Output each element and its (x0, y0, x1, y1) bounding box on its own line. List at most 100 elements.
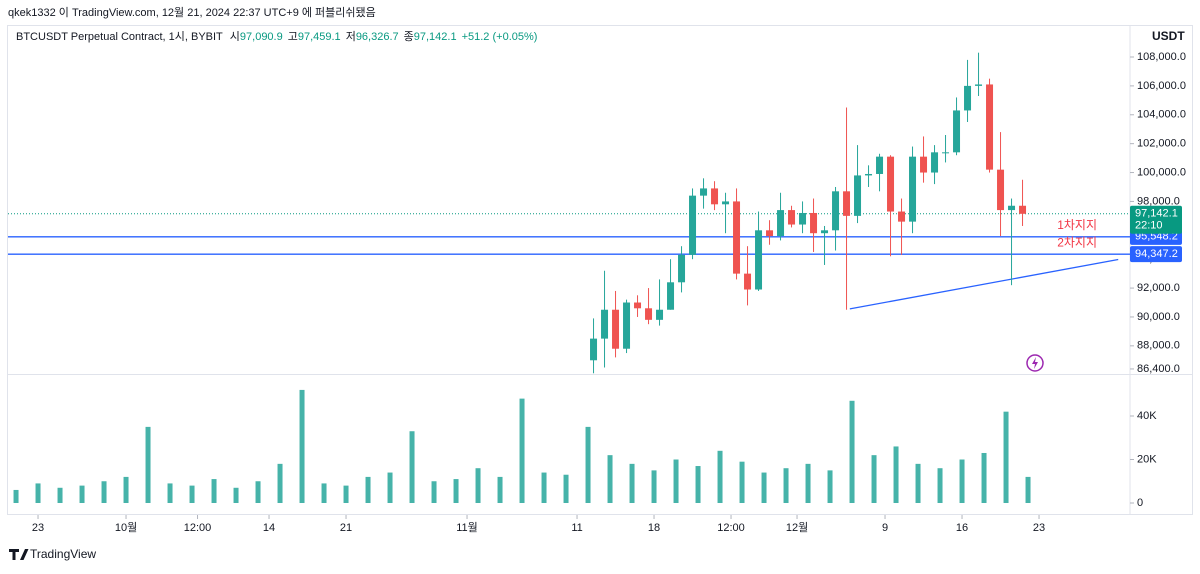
symbol-legend: BTCUSDT Perpetual Contract, 1시, BYBIT 시97… (16, 30, 537, 43)
icon-bolt (1032, 357, 1038, 369)
volume-bar (673, 459, 679, 503)
x-tick-label: 23 (1033, 522, 1045, 534)
x-tick-label: 9 (882, 522, 888, 534)
y-tick-label: 92,000.0 (1137, 282, 1180, 294)
volume-bar (343, 485, 349, 503)
volume-bar (255, 481, 261, 503)
x-tick-label: 16 (956, 522, 968, 534)
volume-bar (409, 431, 415, 503)
x-tick-label: 12:00 (184, 522, 212, 534)
candle-body (755, 230, 763, 290)
volume-bar (145, 426, 151, 503)
candle-body (623, 302, 631, 349)
x-tick-label: 10월 (115, 521, 137, 534)
y-tick-label: 106,000.0 (1137, 80, 1186, 92)
volume-bar (695, 466, 701, 503)
volume-bar (211, 479, 217, 503)
candle-body (854, 175, 862, 216)
volume-bar (387, 472, 393, 503)
volume-bar (959, 459, 965, 503)
energy-icon (1026, 354, 1044, 372)
candle-body (612, 309, 620, 349)
volume-bar (35, 483, 41, 503)
y-tick-label: 88,000.0 (1137, 340, 1180, 352)
candle-body (986, 84, 994, 170)
volume-bar (123, 476, 129, 503)
ohlc-label: 저 (346, 30, 356, 43)
currency: USDT (1152, 29, 1185, 43)
volume-bar (1003, 411, 1009, 503)
volume-bar (277, 463, 283, 503)
last-price-box (1130, 205, 1182, 234)
candle-body (656, 309, 664, 320)
volume-bar (893, 446, 899, 503)
volume-bar (189, 485, 195, 503)
trendline (849, 258, 1119, 310)
volume-bar (937, 468, 943, 503)
volume-bar (497, 476, 503, 503)
logo: TradingView (9, 547, 96, 561)
level-label: 94,347.2 (1135, 248, 1178, 260)
brand: TradingView (30, 547, 96, 561)
candle-body (810, 212, 818, 234)
candle-body (931, 152, 939, 173)
candle-body (843, 191, 851, 216)
volume-bar (475, 468, 481, 503)
ohlc-value: 97,090.9 (240, 31, 283, 43)
candle-body (887, 156, 895, 212)
x-tick-label: 12:00 (717, 522, 745, 534)
y-tick-label: 86,400.0 (1137, 363, 1180, 375)
volume-bar (739, 461, 745, 503)
y-tick-label: 90,000.0 (1137, 311, 1180, 323)
ohlc-value: 97,142.1 (414, 31, 457, 43)
candle-body (964, 85, 972, 111)
volume-tick-label: 40K (1137, 410, 1157, 422)
volume-bar (57, 487, 63, 503)
volume-bar (1025, 476, 1031, 503)
volume-bar (651, 470, 657, 503)
volume-bar (563, 474, 569, 503)
candle-body (766, 230, 774, 237)
volume-bar (585, 426, 591, 503)
candle-body (788, 210, 796, 225)
candle-body (832, 191, 840, 231)
ohlc-label: 고 (288, 31, 298, 43)
candle-body (700, 188, 708, 196)
x-tick-label: 21 (340, 522, 352, 534)
candle-body (920, 156, 928, 173)
volume-bar (167, 483, 173, 503)
publisher: qkek1332 이 TradingView.com, 12월 21, 2024… (8, 6, 376, 19)
candle-body (953, 110, 961, 153)
volume-bar (849, 400, 855, 503)
candle-body (821, 230, 829, 234)
logo-mark (9, 549, 29, 560)
volume-bar (827, 470, 833, 503)
volume-bar (233, 487, 239, 503)
candle-body (975, 84, 983, 86)
icon-circle (1026, 354, 1044, 372)
candle-body (1019, 205, 1027, 214)
candle-body (744, 273, 752, 290)
symbol: BTCUSDT Perpetual Contract, 1시, BYBIT (16, 31, 223, 43)
ohlc-value: 97,459.1 (298, 31, 341, 43)
volume-bar (365, 476, 371, 503)
candle-body (634, 302, 642, 309)
volume-bar (805, 463, 811, 503)
volume-bar (299, 389, 305, 503)
volume-bar (871, 455, 877, 503)
volume-bar (321, 483, 327, 503)
x-tick-label: 11 (571, 522, 582, 534)
candle-body (689, 195, 697, 255)
volume-tick-label: 20K (1137, 453, 1157, 465)
y-tick-label: 104,000.0 (1137, 109, 1186, 121)
volume-tick-label: 0 (1137, 497, 1143, 509)
ohlc-label: 시 (230, 31, 240, 43)
y-tick-label: 108,000.0 (1137, 51, 1186, 63)
ohlc-label: 종 (404, 31, 414, 43)
y-tick-label: 102,000.0 (1137, 138, 1186, 150)
level-box (1130, 246, 1182, 263)
candle-body (799, 212, 807, 225)
frame (7, 25, 1193, 515)
